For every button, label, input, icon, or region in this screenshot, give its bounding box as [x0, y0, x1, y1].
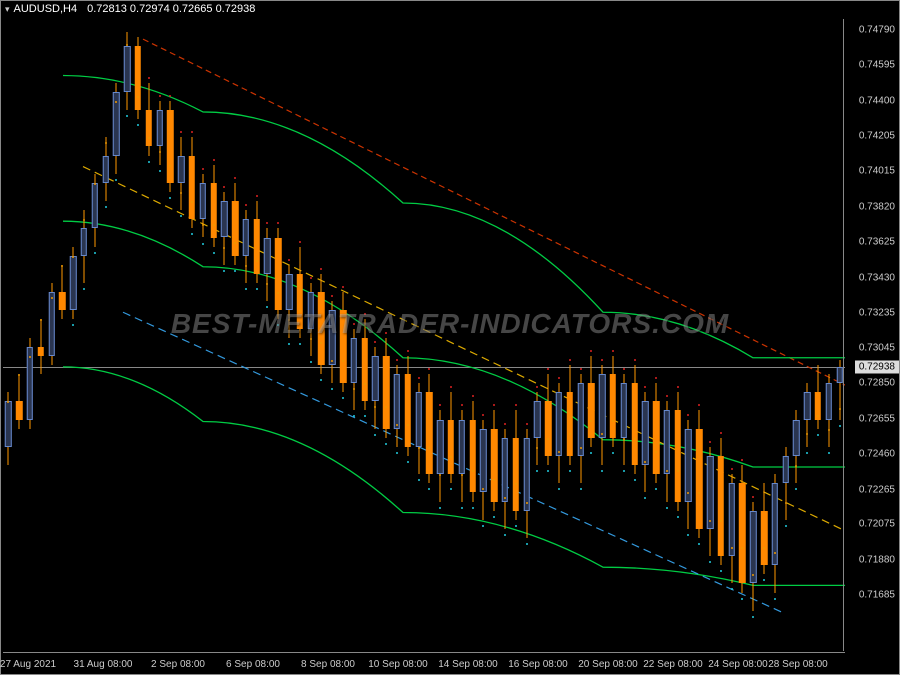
- current-price-line: [3, 367, 845, 368]
- y-tick: 0.73430: [859, 272, 895, 283]
- y-tick: 0.73045: [859, 342, 895, 353]
- y-tick: 0.71880: [859, 554, 895, 565]
- y-tick: 0.73820: [859, 201, 895, 212]
- x-tick: 14 Sep 08:00: [438, 659, 498, 670]
- chart-title-bar: ▾ AUDUSD,H4 0.72813 0.72974 0.72665 0.72…: [5, 3, 255, 15]
- plot-area[interactable]: [3, 19, 845, 651]
- x-tick: 27 Aug 2021: [0, 659, 56, 670]
- y-tick: 0.72850: [859, 378, 895, 389]
- symbol-label: AUDUSD,H4: [14, 3, 78, 15]
- x-tick: 20 Sep 08:00: [578, 659, 638, 670]
- x-tick: 28 Sep 08:00: [768, 659, 828, 670]
- y-tick: 0.73625: [859, 237, 895, 248]
- y-tick: 0.72460: [859, 449, 895, 460]
- x-tick: 10 Sep 08:00: [368, 659, 428, 670]
- y-axis: 0.72938 0.74790 0.74595 0.74400 0.74205 0.74…: [843, 19, 899, 651]
- x-tick: 6 Sep 08:00: [226, 659, 280, 670]
- y-tick: 0.72265: [859, 484, 895, 495]
- y-tick: 0.74790: [859, 24, 895, 35]
- trend-lines-overlay: [3, 19, 845, 651]
- y-tick: 0.73235: [859, 308, 895, 319]
- y-tick: 0.74205: [859, 131, 895, 142]
- chart-container: ▾ AUDUSD,H4 0.72813 0.72974 0.72665 0.72…: [0, 0, 900, 675]
- x-axis: 27 Aug 2021 31 Aug 08:00 2 Sep 08:00 6 Sep …: [3, 652, 845, 674]
- y-tick: 0.72075: [859, 519, 895, 530]
- x-tick: 31 Aug 08:00: [74, 659, 133, 670]
- y-tick: 0.74400: [859, 95, 895, 106]
- current-price-label: 0.72938: [855, 361, 899, 374]
- x-tick: 8 Sep 08:00: [301, 659, 355, 670]
- y-tick: 0.74595: [859, 60, 895, 71]
- y-tick: 0.71685: [859, 590, 895, 601]
- y-tick: 0.74015: [859, 166, 895, 177]
- ohlc-label: 0.72813 0.72974 0.72665 0.72938: [87, 3, 255, 15]
- x-tick: 16 Sep 08:00: [508, 659, 568, 670]
- x-tick: 2 Sep 08:00: [151, 659, 205, 670]
- y-tick: 0.72655: [859, 413, 895, 424]
- dropdown-icon[interactable]: ▾: [5, 4, 10, 15]
- x-tick: 24 Sep 08:00: [708, 659, 768, 670]
- x-tick: 22 Sep 08:00: [643, 659, 703, 670]
